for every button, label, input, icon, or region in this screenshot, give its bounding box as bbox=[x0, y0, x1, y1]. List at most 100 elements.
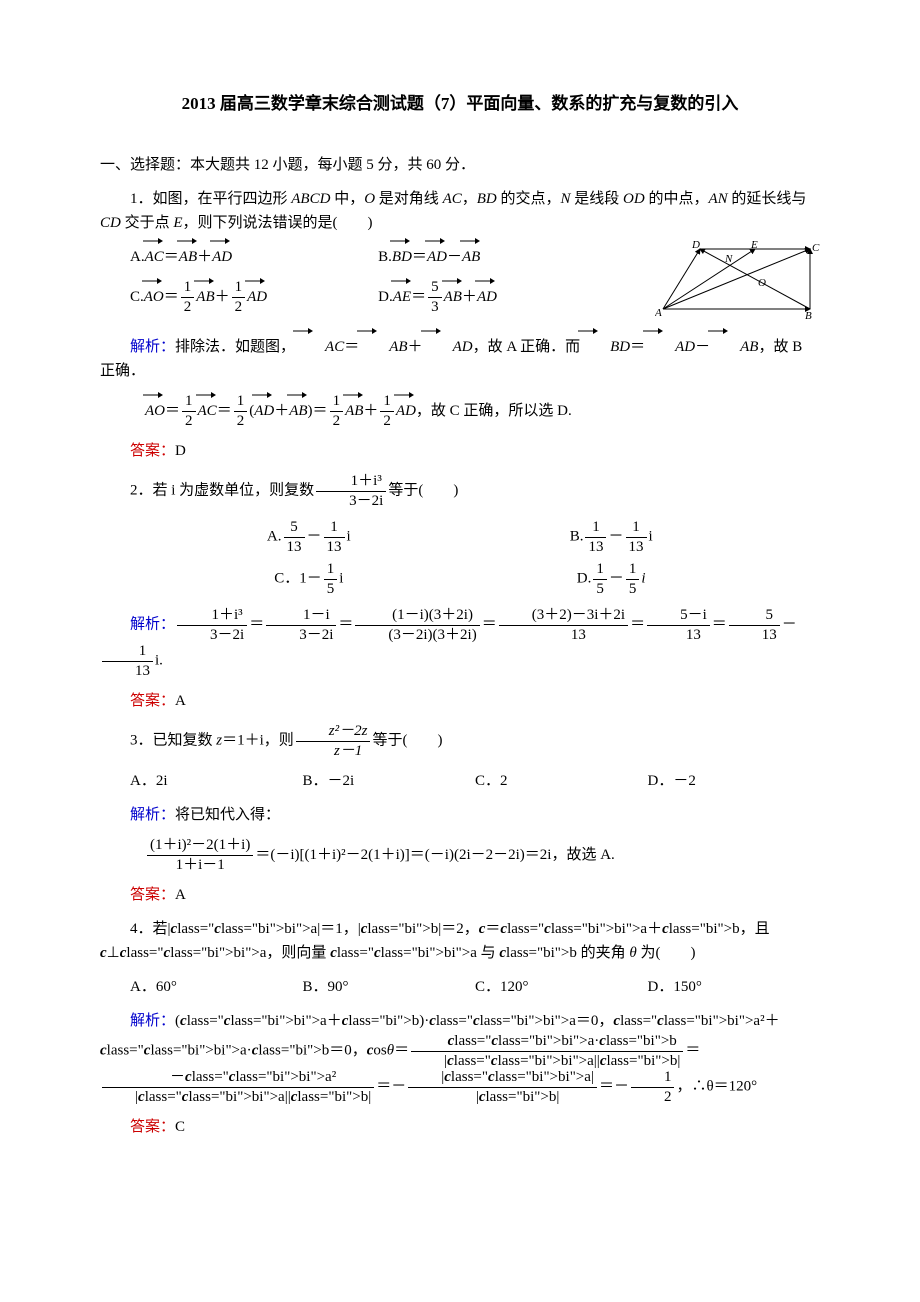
svg-text:B: B bbox=[805, 310, 812, 321]
vec-ab: AB bbox=[196, 285, 214, 309]
q4-solution: 解析：(class="class="bi">bi">a＋class="bi">b… bbox=[100, 1009, 820, 1105]
frac: 53 bbox=[428, 279, 442, 315]
page-title: 2013 届高三数学章末综合测试题（7）平面向量、数系的扩充与复数的引入 bbox=[100, 90, 820, 117]
eq: ＝ bbox=[685, 1043, 700, 1059]
vec-ad: AD bbox=[427, 245, 447, 269]
q3-optD: D．－2 bbox=[648, 769, 821, 793]
eq: ＝ bbox=[412, 245, 427, 269]
plus: ＋ bbox=[462, 285, 477, 309]
solution-label: 解析： bbox=[130, 339, 175, 355]
text: ，故 C 正确，所以选 D. bbox=[416, 399, 572, 423]
q4-optD: D．150° bbox=[648, 975, 821, 999]
eq: ＝ bbox=[164, 285, 179, 309]
eq: ＝ bbox=[313, 399, 328, 423]
q1-optB: B. BD ＝ AD － AB bbox=[378, 245, 647, 269]
text: 的延长线与 bbox=[728, 191, 807, 207]
eq: ＝ bbox=[630, 339, 645, 355]
q1-opts-cd: C. AO ＝ 12 AB ＋ 12 AD D. AE ＝ 53 AB ＋ AD bbox=[130, 279, 647, 315]
q1-opts-ab: A. AC ＝ AB ＋ AD B. BD ＝ AD － AB bbox=[130, 245, 647, 269]
plus: ＋ bbox=[408, 339, 423, 355]
svg-text:N: N bbox=[724, 253, 733, 265]
frac: 12 bbox=[330, 393, 344, 429]
vec-ac: AC bbox=[295, 335, 344, 359]
vec-ab: AB bbox=[345, 399, 363, 423]
q2-opts-ab: A.513－113i B.113－113i bbox=[100, 519, 820, 555]
answer-value: D bbox=[175, 443, 186, 459]
answer-label: 答案： bbox=[130, 1119, 175, 1135]
eq: ＝－ bbox=[376, 1079, 406, 1095]
q2-stem: 2．若 i 为虚数单位，则复数1＋i³3－2i等于( ) bbox=[100, 473, 820, 509]
text: 的中点， bbox=[645, 191, 709, 207]
text: ，则下列说法错误的是( ) bbox=[183, 215, 373, 231]
label: B. bbox=[378, 245, 392, 269]
vec-ad: AD bbox=[477, 285, 497, 309]
label: D. bbox=[378, 285, 393, 309]
e: E bbox=[173, 215, 182, 231]
eq: ＝ bbox=[164, 245, 179, 269]
vec-ab: AB bbox=[359, 335, 407, 359]
text: 排除法．如题图， bbox=[175, 339, 295, 355]
answer-label: 答案： bbox=[130, 887, 175, 903]
text: 1．如图，在平行四边形 bbox=[130, 191, 291, 207]
answer-label: 答案： bbox=[130, 693, 175, 709]
frac: 12 bbox=[181, 279, 195, 315]
text: 是线段 bbox=[571, 191, 624, 207]
vec-ab: AB bbox=[462, 245, 480, 269]
text: 等于( ) bbox=[388, 483, 458, 499]
plus: ＋ bbox=[197, 245, 212, 269]
eq: ＝－ bbox=[599, 1079, 629, 1095]
q3-answer: 答案：A bbox=[100, 883, 820, 907]
q3-optC: C．2 bbox=[475, 769, 648, 793]
vec-ao: AO bbox=[144, 285, 164, 309]
answer-value: C bbox=[175, 1119, 185, 1135]
text: ，故 A 正确．而 bbox=[473, 339, 581, 355]
q1-answer: 答案：D bbox=[100, 439, 820, 463]
q1-solution-line2: AO＝12AC＝12(AD＋AB)＝12AB＋12AD，故 C 正确，所以选 D… bbox=[145, 393, 820, 429]
plus: ＋ bbox=[274, 399, 289, 423]
abcd: ABCD bbox=[291, 191, 330, 207]
parallelogram-diagram: AB CD ON E bbox=[655, 241, 820, 321]
q4-stem: 4．若|class="class="bi">bi">a|＝1，|class="b… bbox=[100, 917, 820, 965]
text: 将已知代入得： bbox=[175, 807, 280, 823]
q4-optC: C．120° bbox=[475, 975, 648, 999]
text: 是对角线 bbox=[375, 191, 443, 207]
answer-value: A bbox=[175, 693, 186, 709]
vec-ad: AD bbox=[254, 399, 274, 423]
vec-ad: AD bbox=[645, 335, 695, 359]
solution-label: 解析： bbox=[130, 1013, 175, 1029]
frac: 1＋i³3－2i bbox=[316, 473, 386, 509]
solution-label: 解析： bbox=[130, 807, 175, 823]
vec-ab: AB bbox=[289, 399, 307, 423]
an: AN bbox=[708, 191, 727, 207]
frac: 12 bbox=[232, 279, 246, 315]
o: O bbox=[364, 191, 375, 207]
frac: 12 bbox=[182, 393, 196, 429]
q2-solution: 解析：1＋i³3－2i＝1－i3－2i＝(1－i)(3＋2i)(3－2i)(3＋… bbox=[100, 607, 820, 679]
vec-ab: AB bbox=[710, 335, 758, 359]
vec-ac: AC bbox=[145, 245, 164, 269]
label: A. bbox=[130, 245, 145, 269]
vec-bd: BD bbox=[392, 245, 412, 269]
od: OD bbox=[623, 191, 645, 207]
q2-opts-cd: C．1－15i D.15－15i bbox=[100, 561, 820, 597]
plus: ＋ bbox=[363, 399, 378, 423]
q1-stem: 1．如图，在平行四边形 ABCD 中，O 是对角线 AC，BD 的交点，N 是线… bbox=[100, 187, 820, 235]
answer-label: 答案： bbox=[130, 443, 175, 459]
text: ＝(－i)[(1＋i)²－2(1＋i)]＝(－i)(2i－2－2i)＝2i，故选… bbox=[255, 843, 614, 867]
vec-ab: AB bbox=[179, 245, 197, 269]
section-header: 一、选择题：本大题共 12 小题，每小题 5 分，共 60 分． bbox=[100, 153, 820, 177]
vec-ab: AB bbox=[444, 285, 462, 309]
label: C. bbox=[130, 285, 144, 309]
q1-optD: D. AE ＝ 53 AB ＋ AD bbox=[378, 279, 647, 315]
frac: class="class="bi">bi">a·class="bi">b|cla… bbox=[411, 1033, 683, 1069]
q4-options: A．60° B．90° C．120° D．150° bbox=[130, 975, 820, 999]
text: 4．若|class="class="bi">bi">a|＝1，|class="b… bbox=[100, 921, 770, 961]
text: 3．已知复数 bbox=[130, 733, 216, 749]
text: 交于点 bbox=[121, 215, 174, 231]
frac: －class="class="bi">bi">a²|class="class="… bbox=[102, 1069, 374, 1105]
vec-ad: AD bbox=[247, 285, 267, 309]
frac: (1＋i)²－2(1＋i)1＋i－1 bbox=[147, 837, 253, 873]
eq: ＝ bbox=[217, 399, 232, 423]
q3-options: A．2i B．－2i C．2 D．－2 bbox=[130, 769, 820, 793]
frac: 1＋i³3－2i bbox=[177, 607, 247, 643]
